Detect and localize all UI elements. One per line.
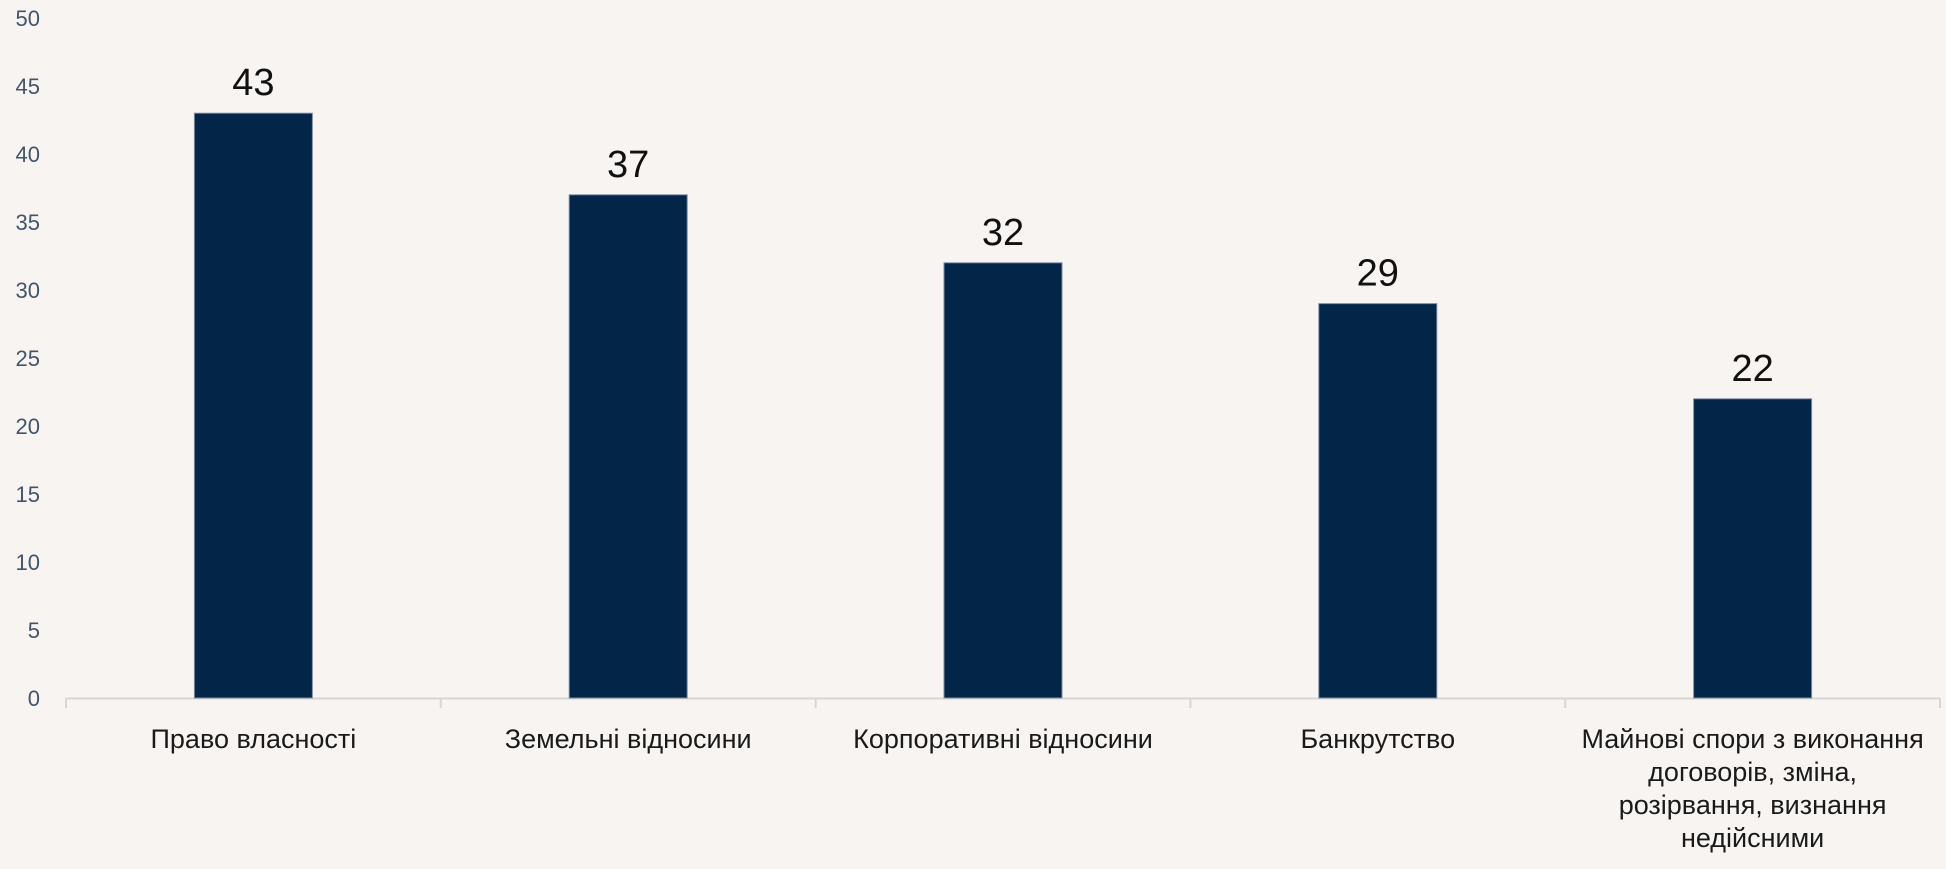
y-tick-label: 15: [16, 482, 40, 507]
x-tick-label: Право власності: [151, 724, 357, 754]
y-tick-label: 20: [16, 414, 40, 439]
y-tick-label: 50: [16, 6, 40, 31]
data-label: 43: [232, 62, 274, 104]
x-tick-label: Корпоративні відносини: [853, 724, 1153, 754]
bar: [193, 112, 313, 699]
bar: [943, 262, 1063, 699]
x-tick-label: Банкрутство: [1300, 724, 1455, 754]
bar: [568, 194, 688, 699]
data-label: 29: [1357, 253, 1399, 295]
data-label: 37: [607, 144, 649, 186]
y-tick-label: 25: [16, 346, 40, 371]
x-tick-label: Земельні відносини: [505, 724, 752, 754]
y-tick-label: 40: [16, 142, 40, 167]
y-tick-label: 5: [28, 618, 40, 643]
bar: [1318, 303, 1438, 699]
y-tick-label: 0: [28, 686, 40, 711]
x-tick-label: Майнові спори з виконання договорів, змін…: [1581, 724, 1923, 853]
y-tick-label: 10: [16, 550, 40, 575]
data-label: 22: [1731, 348, 1773, 390]
y-tick-label: 35: [16, 210, 40, 235]
bar: [1693, 398, 1813, 699]
data-label: 32: [982, 212, 1024, 254]
y-tick-label: 30: [16, 278, 40, 303]
y-tick-label: 45: [16, 74, 40, 99]
